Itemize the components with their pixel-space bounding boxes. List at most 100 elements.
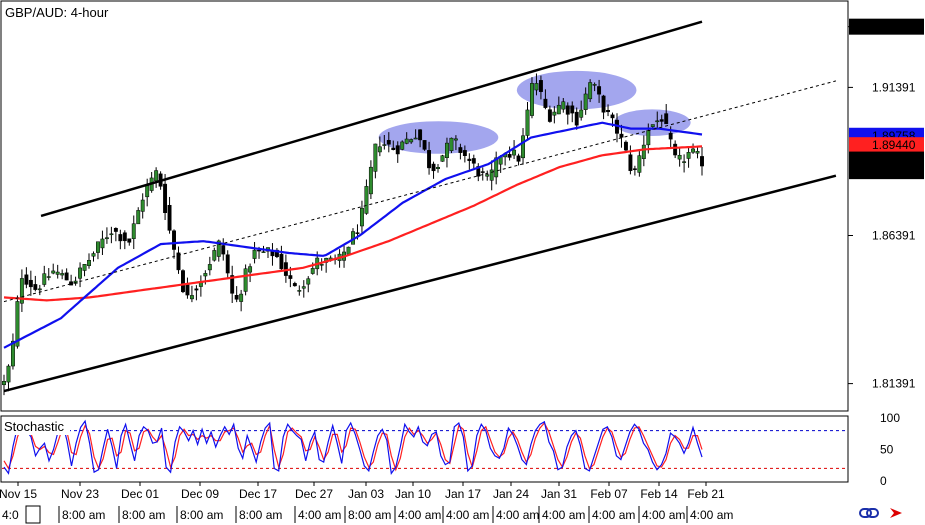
candle-up: [377, 146, 382, 153]
candle-up: [637, 155, 642, 173]
candle-down: [458, 147, 463, 153]
date-label: Feb 21: [687, 487, 725, 501]
candle-down: [230, 275, 235, 294]
candle-up: [400, 141, 405, 150]
candle-up: [319, 264, 324, 266]
candle-up: [556, 104, 561, 115]
date-label: Dec 01: [121, 487, 159, 501]
candle-up: [449, 137, 454, 151]
stochastic-tick-label: 100: [880, 411, 900, 425]
candle-up: [42, 273, 47, 285]
price-label: 1.88564: [872, 164, 916, 178]
candle-up: [297, 290, 302, 292]
time-label: 4:00 am: [446, 508, 489, 522]
candle-down: [547, 109, 552, 122]
stochastic-main-line: [3, 419, 703, 475]
moving-average-red-line: [3, 145, 703, 302]
candle-up: [404, 138, 409, 144]
candle-down: [673, 143, 678, 156]
price-label: 1.86391: [872, 228, 916, 242]
channel-lower-line: [3, 174, 837, 393]
candle-down: [700, 156, 704, 167]
date-label: Jan 31: [541, 487, 577, 501]
time-label: 8:00 am: [180, 508, 223, 522]
candle-down: [623, 141, 628, 151]
candle-up: [248, 266, 253, 273]
candle-up: [436, 167, 440, 169]
candle-down: [516, 155, 521, 162]
date-label: Jan 17: [445, 487, 481, 501]
candle-down: [632, 168, 637, 170]
candle-down: [64, 272, 69, 281]
candle-down: [395, 145, 400, 155]
candle-up: [525, 109, 530, 136]
time-label: 8:00 am: [348, 508, 391, 522]
candle-up: [140, 199, 145, 212]
candle-up: [78, 267, 83, 279]
candle-up: [310, 268, 315, 274]
candle-up: [641, 144, 646, 159]
date-label: Jan 03: [348, 487, 384, 501]
candle-up: [104, 237, 109, 240]
candle-down: [480, 171, 485, 173]
candle-up: [60, 273, 65, 276]
candle-down: [664, 113, 669, 125]
arrow-icon[interactable]: [890, 508, 902, 518]
candle-down: [279, 253, 284, 270]
candle-down: [167, 204, 172, 231]
candle-down: [601, 95, 606, 113]
candle-up: [413, 137, 418, 140]
candle-down: [234, 295, 239, 300]
candle-down: [69, 281, 74, 286]
candle-down: [176, 252, 181, 271]
candle-down: [355, 232, 360, 234]
candle-up: [650, 124, 655, 127]
candle-down: [194, 288, 199, 291]
candle-up: [530, 83, 534, 116]
time-scroll-box: [25, 505, 41, 524]
time-label: 4:00 am: [398, 508, 441, 522]
candle-down: [221, 245, 226, 255]
candle-up: [216, 240, 221, 257]
candle-up: [207, 264, 212, 271]
candle-up: [154, 170, 159, 182]
candle-up: [346, 246, 351, 255]
candle-down: [543, 98, 548, 108]
candle-up: [203, 273, 208, 277]
price-plot-area: [2, 20, 837, 396]
candle-down: [274, 249, 279, 258]
date-label: Jan 24: [493, 487, 529, 501]
candle-down: [391, 147, 396, 150]
candle-up: [695, 151, 700, 154]
candle-down: [574, 111, 579, 126]
candle-down: [610, 114, 615, 119]
candle-up: [2, 381, 6, 386]
candle-up: [512, 149, 517, 156]
candle-down: [288, 275, 293, 279]
candle-down: [597, 86, 602, 95]
candle-up: [10, 340, 15, 367]
candle-down: [668, 132, 673, 140]
candle-up: [6, 365, 11, 383]
stochastic-plot-area: [2, 419, 847, 475]
candle-up: [145, 185, 150, 198]
candle-up: [87, 259, 91, 266]
candle-down: [292, 283, 297, 287]
chart-title-box: [2, 2, 118, 22]
candle-down: [570, 105, 575, 114]
link-icon[interactable]: [859, 508, 879, 518]
candle-up: [588, 82, 593, 100]
candle-up: [239, 293, 244, 302]
candle-up: [561, 101, 566, 110]
price-arrow-marker: ▼: [855, 153, 867, 167]
time-label: 4:00 am: [496, 508, 539, 522]
candle-up: [440, 155, 445, 162]
stochastic-tick-label: 50: [880, 443, 894, 457]
price-label: 1.89440: [872, 138, 916, 152]
candle-up: [55, 271, 60, 275]
date-label: Nov 15: [0, 487, 37, 501]
candle-up: [453, 138, 458, 141]
stochastic-tick-label: 0: [880, 474, 887, 488]
candle-up: [364, 186, 369, 214]
candle-up: [243, 268, 248, 292]
